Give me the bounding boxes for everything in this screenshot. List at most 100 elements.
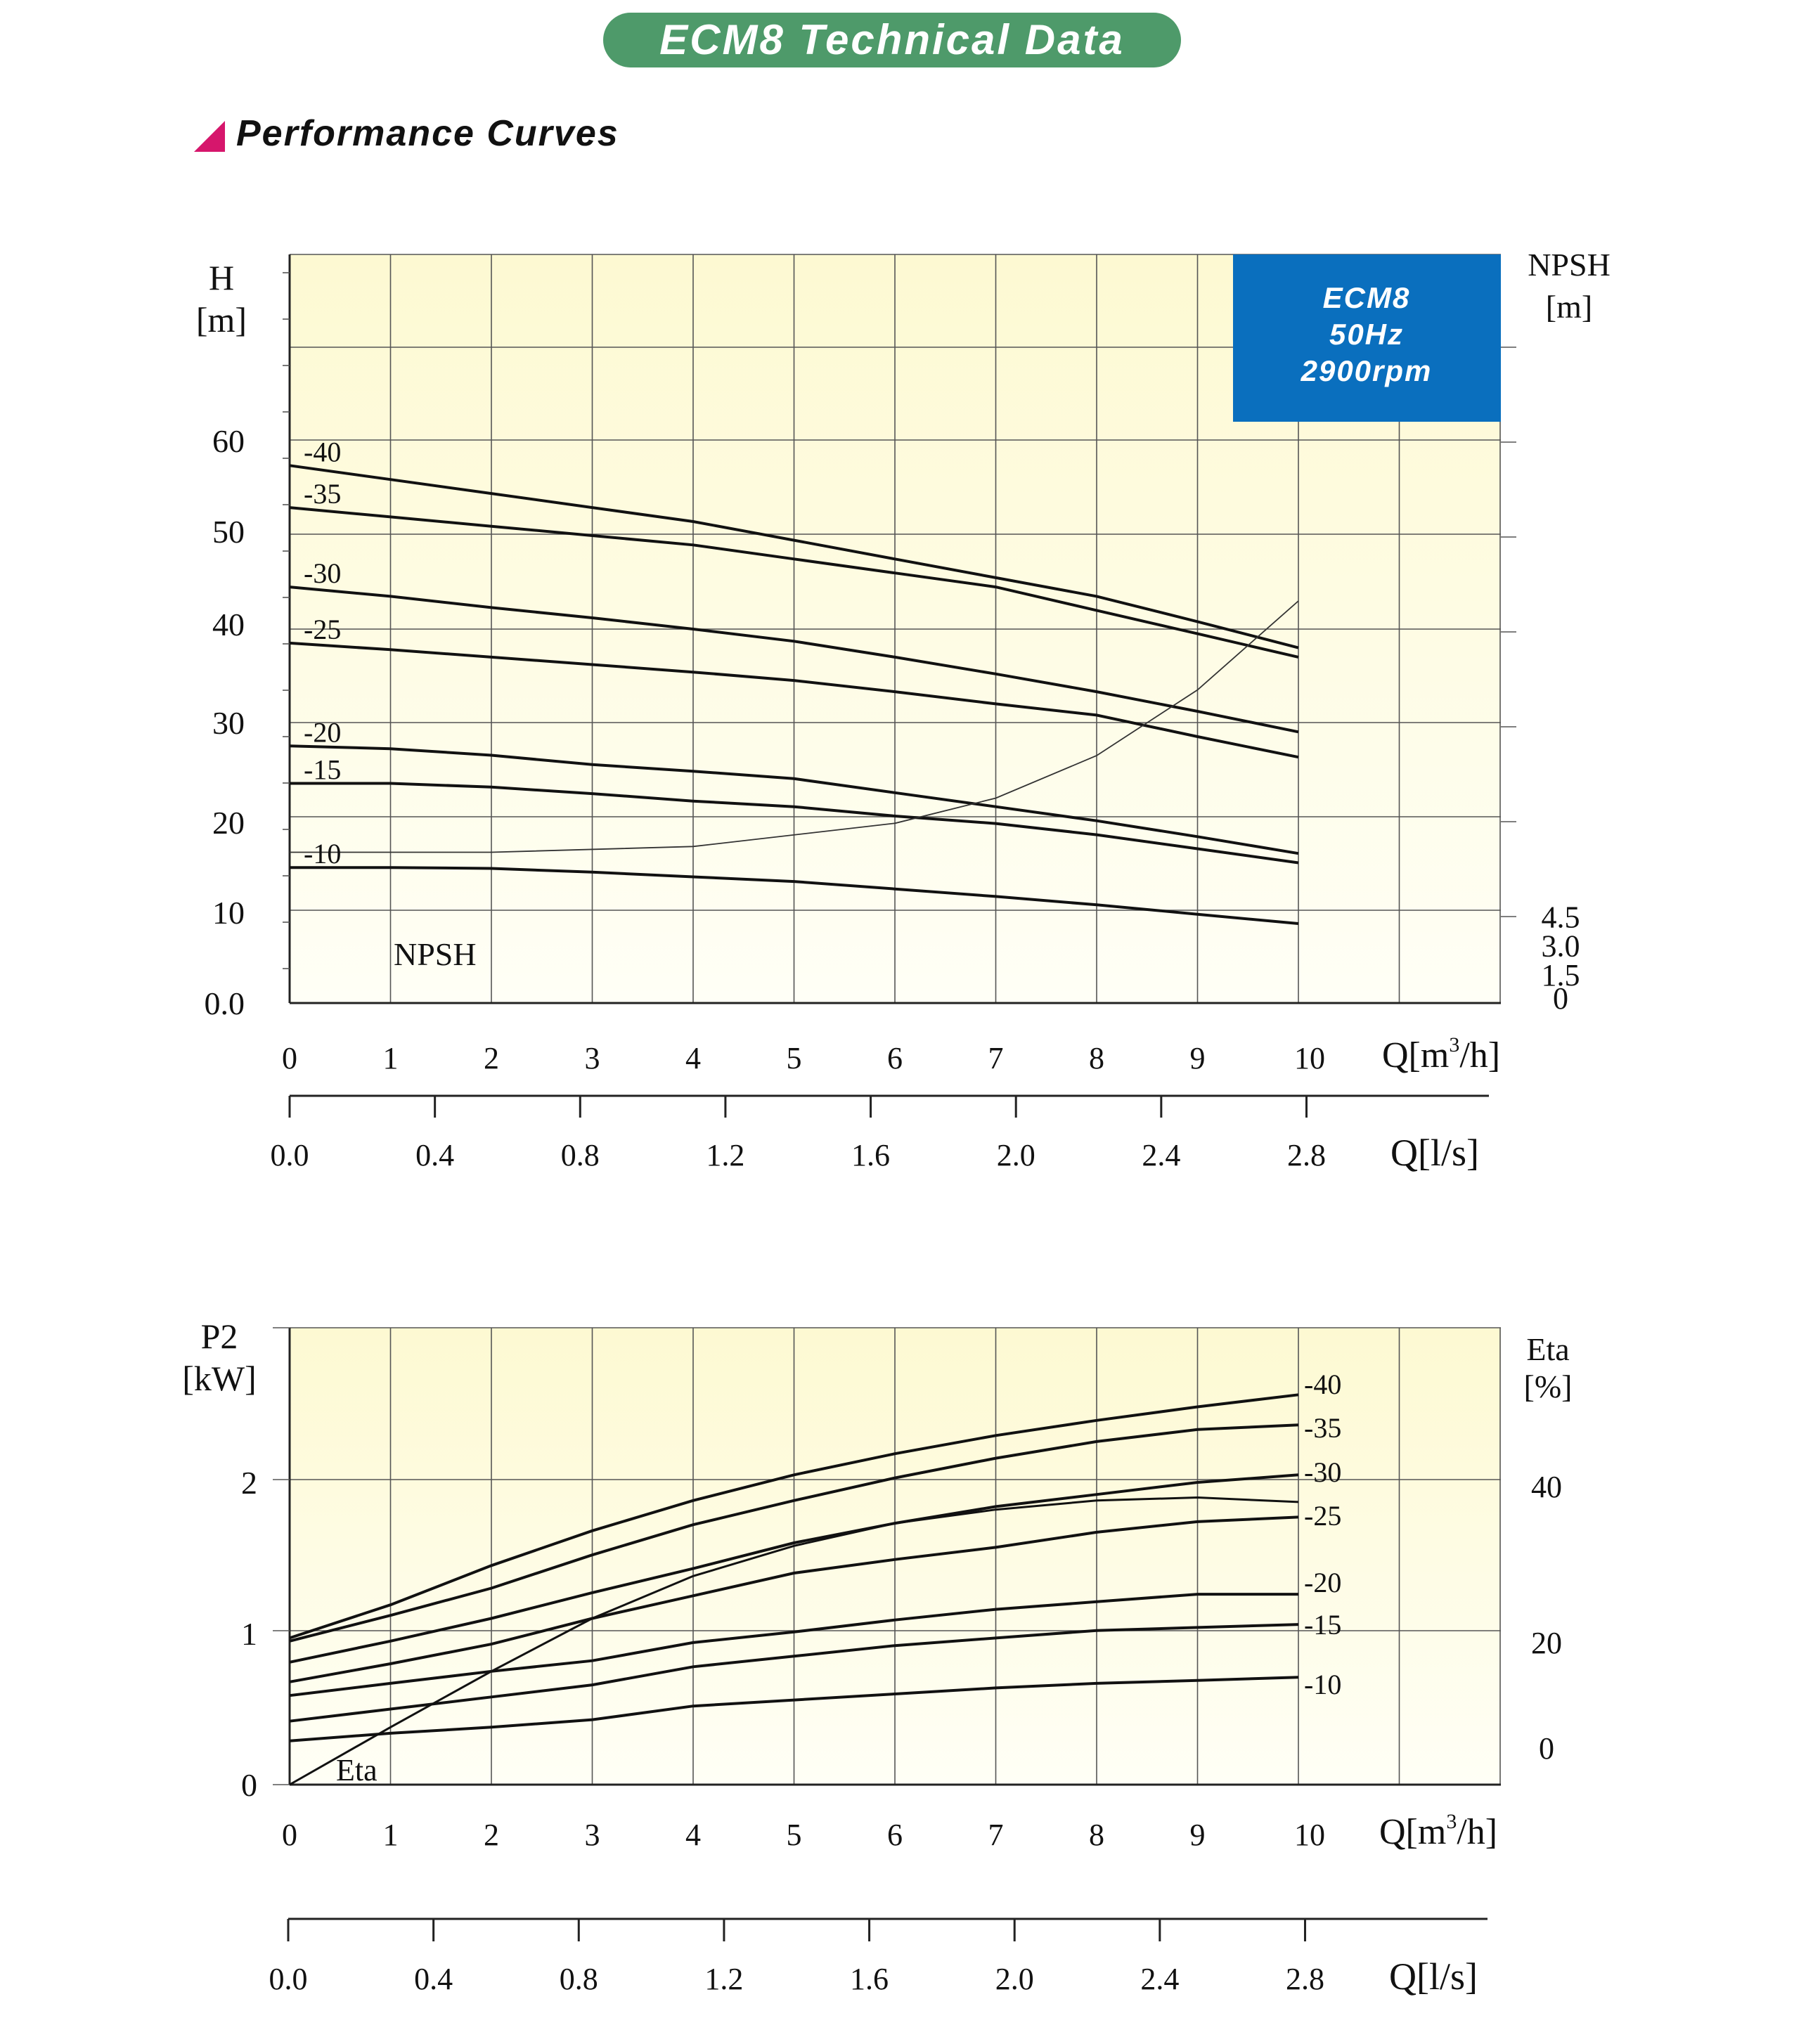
power-series-label: -20 <box>1304 1567 1341 1598</box>
power-series-label: -10 <box>1304 1669 1341 1700</box>
power-x2-tick-label: 0.8 <box>560 1962 598 1996</box>
power-curve--30 <box>289 1473 1299 1664</box>
power-series-labels: -40 -35 -30 -25 -20 -15 -10 <box>1304 1369 1341 1700</box>
power-x-tick-label: 10 <box>1294 1818 1325 1852</box>
info-box-frequency: 50Hz <box>1329 318 1404 351</box>
head-curve--35 <box>289 506 1299 659</box>
eta-y2-tick-label: 20 <box>1531 1626 1562 1660</box>
head-y-tick-label: 50 <box>212 514 245 550</box>
head-x-tick-label: 3 <box>585 1041 600 1075</box>
head-x2-tick-label: 1.6 <box>851 1138 890 1172</box>
y-axis-title-head: H <box>209 258 234 297</box>
info-box-model: ECM8 <box>1323 281 1411 314</box>
head-y-tick-label: 30 <box>212 705 245 741</box>
power-x-tick-label: 1 <box>383 1818 399 1852</box>
head-curves <box>289 464 1299 925</box>
head-x2-tick-label: 2.8 <box>1287 1138 1326 1172</box>
info-box-speed: 2900rpm <box>1301 354 1433 387</box>
power-curve--35 <box>289 1423 1299 1643</box>
head-series-labels: -40 -35 -30 -25 -20 -15 -10 <box>304 436 341 869</box>
head-curve--30 <box>289 586 1299 734</box>
power-curve--20 <box>289 1593 1298 1697</box>
power-x-tick-label: 0 <box>282 1818 297 1852</box>
page-title: ECM8 Technical Data <box>603 13 1181 67</box>
npsh-curve-label: NPSH <box>394 936 477 972</box>
y2-axis-title-eta: Eta <box>1526 1331 1569 1367</box>
head-x-tick-label: 1 <box>383 1041 399 1075</box>
head-series-label: -25 <box>304 614 341 645</box>
power-x2-tick-label: 1.6 <box>850 1962 889 1996</box>
head-x-tick-label: 5 <box>787 1041 802 1075</box>
power-x2-tick-label: 1.2 <box>704 1962 743 1996</box>
head-chart: -40-35-30-25-20-15-10 NPSH ECM8 50Hz 290… <box>196 247 1611 1174</box>
head-x2-tick-label: 2.4 <box>1142 1138 1180 1172</box>
head-x-tick-label: 4 <box>685 1041 701 1075</box>
power-curve--10 <box>289 1676 1299 1742</box>
head-y-tick-label: 0.0 <box>205 985 245 1021</box>
power-curve--40 <box>289 1393 1299 1640</box>
head-y-tick-label: 10 <box>212 895 245 931</box>
head-curve--20 <box>289 744 1299 855</box>
power-y-tick-label: 2 <box>241 1465 257 1501</box>
head-series-label: -30 <box>304 557 341 589</box>
head-x-tick-label: 2 <box>484 1041 499 1075</box>
power-series-label: -30 <box>1304 1456 1341 1488</box>
y2-axis-title-npsh: NPSH <box>1528 247 1611 283</box>
head-series-label: -10 <box>304 838 341 869</box>
y2-axis-unit-npsh: [m] <box>1546 289 1592 325</box>
power-x2-tick-label: 2.4 <box>1140 1962 1179 1996</box>
power-x-tick-label: 2 <box>484 1818 499 1852</box>
x2-axis-title-power: Q[l/s] <box>1389 1955 1478 1998</box>
head-x-tick-labels: 0 1 2 3 4 5 6 7 8 9 10 <box>282 1041 1325 1075</box>
npsh-y2-tick-label: 0 <box>1553 981 1568 1016</box>
npsh-curve <box>290 600 1299 853</box>
power-series-label: -25 <box>1304 1500 1341 1532</box>
power-series-label: -15 <box>1304 1609 1341 1641</box>
eta-curve <box>289 1496 1299 1786</box>
power-series-label: -40 <box>1304 1369 1341 1400</box>
power-x2-ticks: 0.0 0.4 0.8 1.2 1.6 2.0 2.4 2.8 <box>269 1919 1324 1996</box>
power-x2-tick-label: 0.4 <box>414 1962 453 1996</box>
x-axis-title-head: Q[m3/h] <box>1382 1033 1500 1075</box>
power-chart: -40 -35 -30 -25 -20 -15 -10 Eta P2 [kW] Eta [%… <box>182 1317 1572 1998</box>
eta-curve-label: Eta <box>336 1753 377 1787</box>
power-x-tick-label: 7 <box>988 1818 1004 1852</box>
power-x2-tick-label: 2.8 <box>1286 1962 1324 1996</box>
power-curve--25 <box>289 1515 1299 1683</box>
head-series-label: -40 <box>304 436 341 467</box>
y-axis-title-power: P2 <box>201 1317 238 1356</box>
info-box-background <box>1233 254 1501 422</box>
head-series-label: -20 <box>304 716 341 748</box>
head-x-tick-label: 10 <box>1294 1041 1325 1075</box>
head-x2-tick-label: 1.2 <box>706 1138 744 1172</box>
head-x-tick-label: 9 <box>1190 1041 1206 1075</box>
head-curve--10 <box>290 866 1299 925</box>
head-curve--15 <box>290 782 1299 865</box>
npsh-y2-tick-label: 1.5 <box>1542 958 1580 992</box>
head-y-tick-label: 20 <box>212 805 245 841</box>
head-x2-tick-label: 0.0 <box>271 1138 309 1172</box>
section-title: Performance Curves <box>236 113 619 154</box>
head-x2-tick-label: 0.4 <box>415 1138 454 1172</box>
power-curves <box>289 1393 1299 1786</box>
head-x-tick-label: 0 <box>282 1041 297 1075</box>
triangle-marker-icon <box>194 121 225 152</box>
power-y-tick-label: 0 <box>241 1767 257 1803</box>
npsh-y2-tick-label: 3.0 <box>1542 929 1580 964</box>
power-curve--15 <box>289 1623 1299 1723</box>
power-x-tick-label: 8 <box>1089 1818 1104 1852</box>
head-x2-tick-label: 0.8 <box>561 1138 600 1172</box>
power-x-tick-label: 5 <box>787 1818 802 1852</box>
head-y-tick-label: 40 <box>212 607 245 642</box>
power-x2-tick-label: 2.0 <box>995 1962 1034 1996</box>
power-y-tick-label: 1 <box>241 1616 257 1652</box>
y-axis-unit-power: [kW] <box>182 1359 257 1398</box>
power-x-tick-label: 9 <box>1190 1818 1206 1852</box>
eta-y2-tick-label: 40 <box>1531 1470 1562 1504</box>
power-grid <box>273 1327 1501 1786</box>
eta-y2-tick-label: 0 <box>1539 1731 1554 1766</box>
info-box: ECM8 50Hz 2900rpm <box>1233 254 1501 422</box>
head-x2-ticks: 0.0 0.4 0.8 1.2 1.6 2.0 2.4 2.8 <box>271 1096 1326 1172</box>
npsh-y2-tick-labels: 01.53.04.5 <box>1542 900 1580 1016</box>
